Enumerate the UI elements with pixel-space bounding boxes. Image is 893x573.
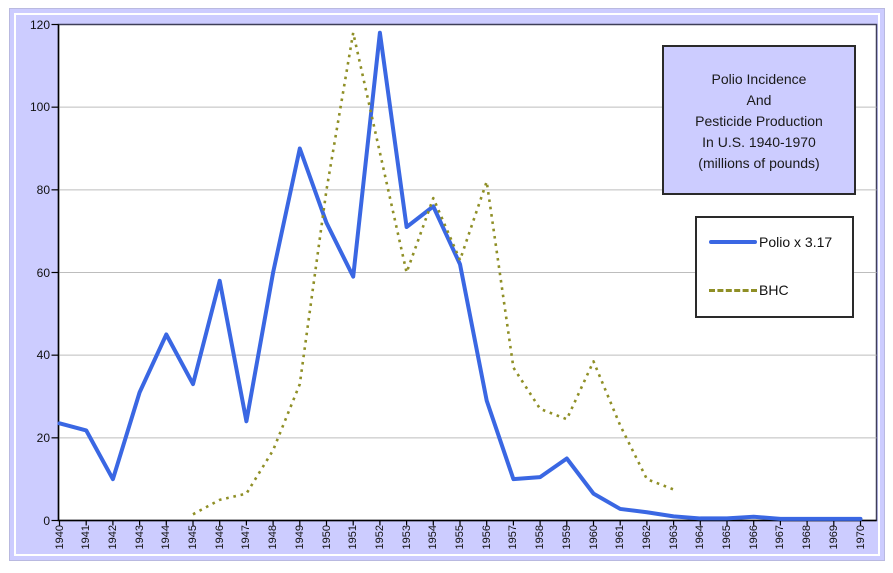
x-axis-label: 1946 [213, 525, 226, 550]
x-axis-label: 1950 [320, 525, 333, 550]
title-line: Pesticide Production [695, 113, 823, 129]
x-axis-label: 1958 [534, 525, 547, 550]
x-axis-label: 1942 [106, 525, 119, 550]
y-axis-label: 60 [36, 265, 50, 280]
x-axis-label: 1959 [560, 525, 573, 550]
legend: Polio x 3.17 BHC [695, 216, 854, 318]
polio-line [57, 30, 863, 521]
x-axis-label: 1955 [454, 525, 466, 550]
y-axis-label: 0 [43, 513, 50, 528]
legend-label-bhc: BHC [759, 282, 789, 298]
x-axis-label: 1951 [347, 525, 360, 550]
x-axis-label: 1970 [854, 525, 867, 550]
title-box: Polio Incidence And Pesticide Production… [662, 45, 856, 195]
title-line: (millions of pounds) [698, 155, 820, 171]
x-axis-label: 1940 [53, 525, 66, 550]
x-axis-label: 1966 [747, 525, 760, 550]
x-axis-label: 1943 [133, 525, 146, 550]
x-axis-label: 1963 [667, 525, 680, 550]
y-axis-label: 80 [36, 182, 50, 197]
x-axis-label: 1961 [614, 525, 627, 550]
legend-item-polio: Polio x 3.17 [709, 232, 832, 252]
x-axis-label: 1962 [640, 525, 653, 550]
x-axis-label: 1957 [507, 525, 520, 550]
x-axis-label: 1965 [721, 525, 733, 550]
title-line: Polio Incidence [711, 71, 807, 87]
legend-label-polio: Polio x 3.17 [759, 234, 833, 250]
bhc-line [192, 31, 675, 516]
bhc-line-swatch [709, 288, 757, 292]
x-axis-label: 1960 [587, 525, 600, 550]
y-axis-label: 100 [29, 100, 50, 115]
x-axis-label: 1967 [774, 525, 787, 550]
x-axis-label: 1956 [480, 525, 493, 550]
legend-item-bhc: BHC [709, 280, 789, 300]
x-axis-label: 1949 [293, 525, 306, 550]
x-axis-label: 1941 [80, 525, 93, 550]
title-line: In U.S. 1940-1970 [702, 134, 816, 150]
x-axis-label: 1952 [373, 525, 386, 550]
x-axis-label: 1954 [427, 525, 440, 550]
x-axis-label: 1945 [187, 525, 199, 550]
y-axis-label: 40 [36, 348, 50, 363]
x-axis-label: 1948 [267, 525, 280, 550]
x-axis-label: 1947 [240, 525, 253, 550]
y-axis-label: 20 [36, 430, 50, 445]
x-axis-label: 1964 [694, 525, 707, 550]
polio-line-swatch [709, 240, 757, 244]
title-line: And [746, 92, 772, 108]
x-axis-label: 1968 [801, 525, 814, 550]
x-axis-label: 1953 [400, 525, 413, 550]
x-axis-label: 1969 [827, 525, 840, 550]
y-axis-label: 120 [29, 17, 50, 32]
x-axis-label: 1944 [160, 525, 173, 550]
